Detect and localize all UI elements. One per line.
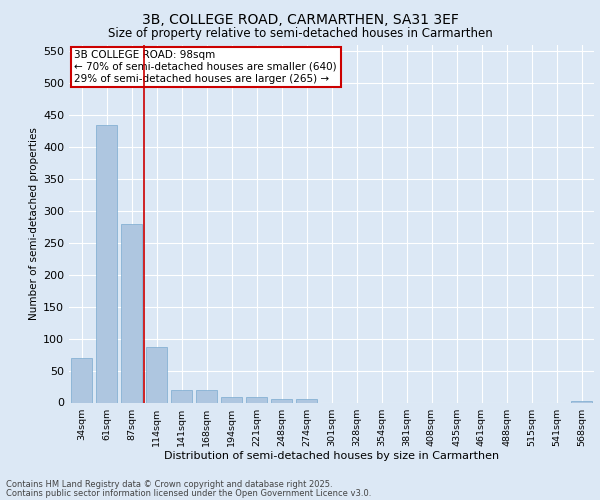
Bar	[571, 401, 592, 402]
Bar	[246, 398, 267, 402]
Text: Contains public sector information licensed under the Open Government Licence v3: Contains public sector information licen…	[6, 488, 371, 498]
Bar	[171, 390, 192, 402]
Bar	[121, 224, 142, 402]
Text: 3B, COLLEGE ROAD, CARMARTHEN, SA31 3EF: 3B, COLLEGE ROAD, CARMARTHEN, SA31 3EF	[142, 12, 458, 26]
Bar	[221, 398, 242, 402]
Text: Size of property relative to semi-detached houses in Carmarthen: Size of property relative to semi-detach…	[107, 28, 493, 40]
Text: Contains HM Land Registry data © Crown copyright and database right 2025.: Contains HM Land Registry data © Crown c…	[6, 480, 332, 489]
Bar	[146, 347, 167, 403]
Bar	[271, 400, 292, 402]
Y-axis label: Number of semi-detached properties: Number of semi-detached properties	[29, 128, 39, 320]
Bar	[71, 358, 92, 403]
Bar	[196, 390, 217, 402]
Text: 3B COLLEGE ROAD: 98sqm
← 70% of semi-detached houses are smaller (640)
29% of se: 3B COLLEGE ROAD: 98sqm ← 70% of semi-det…	[74, 50, 337, 84]
Bar	[96, 125, 117, 402]
Bar	[296, 400, 317, 402]
X-axis label: Distribution of semi-detached houses by size in Carmarthen: Distribution of semi-detached houses by …	[164, 452, 499, 462]
